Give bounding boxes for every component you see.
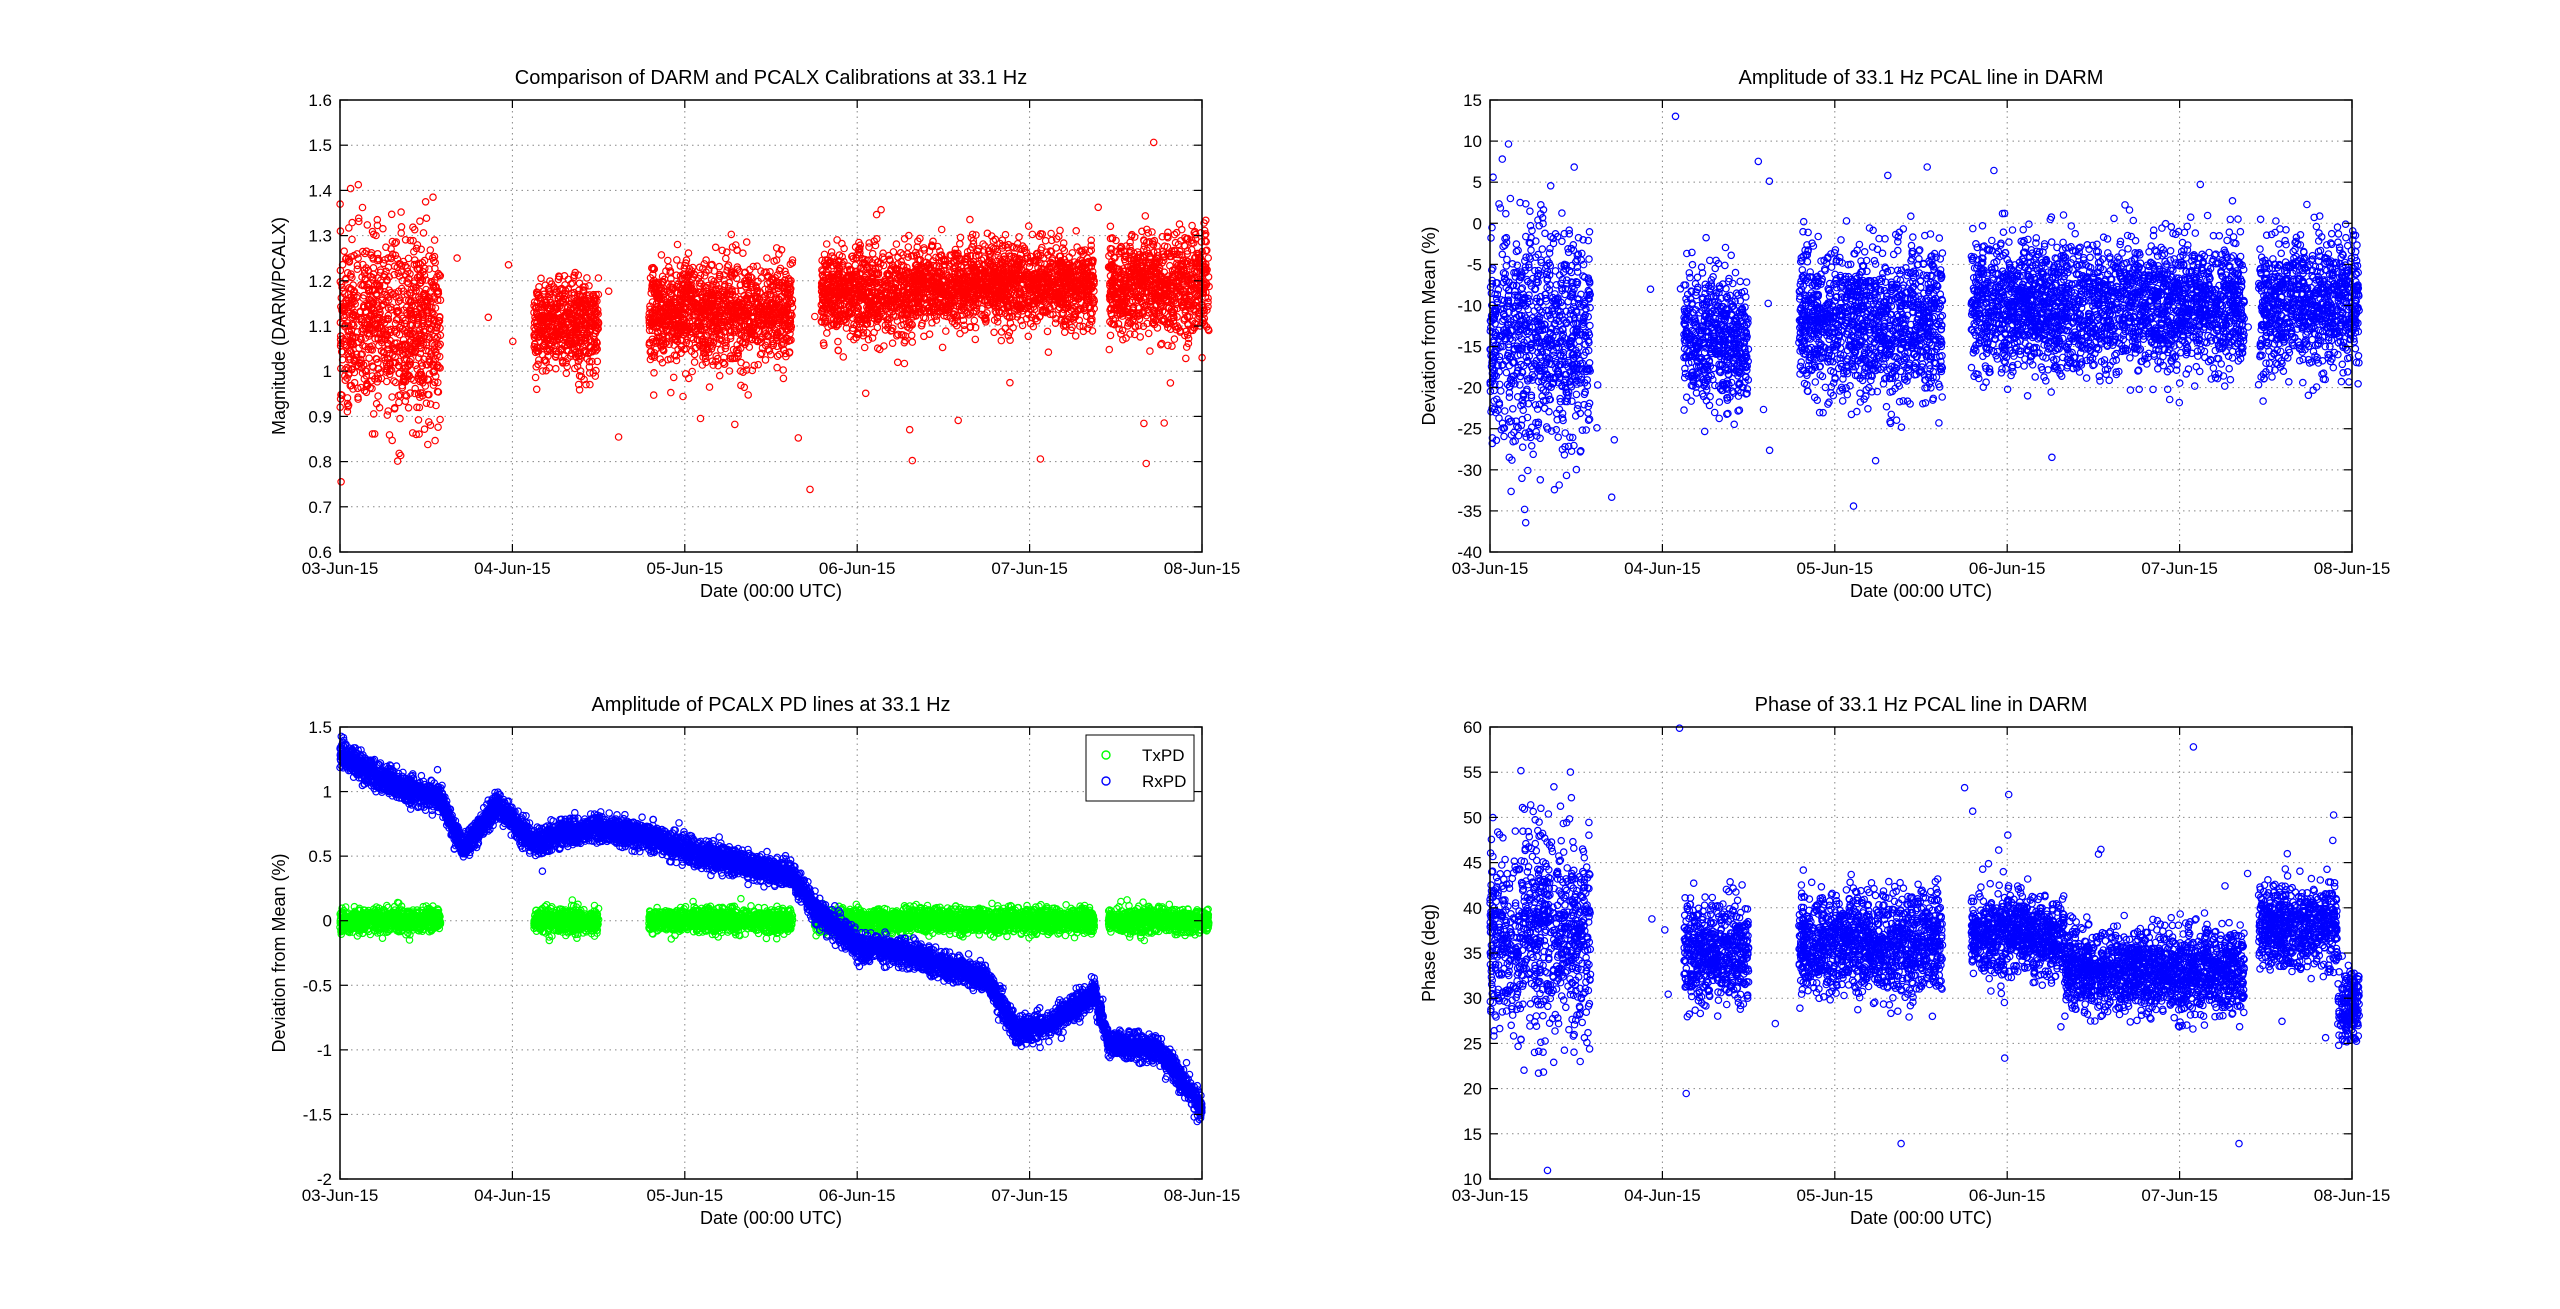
chart-1: 03-Jun-15 04-Jun-15 05-Jun-15 06-Jun-15 07-J… <box>269 67 1240 601</box>
figure: 03-Jun-15 04-Jun-15 05-Jun-15 06-Jun-15 07-J… <box>0 0 2560 1309</box>
figure-canvas: 03-Jun-15 04-Jun-15 05-Jun-15 06-Jun-15 07-J… <box>0 0 2560 1309</box>
